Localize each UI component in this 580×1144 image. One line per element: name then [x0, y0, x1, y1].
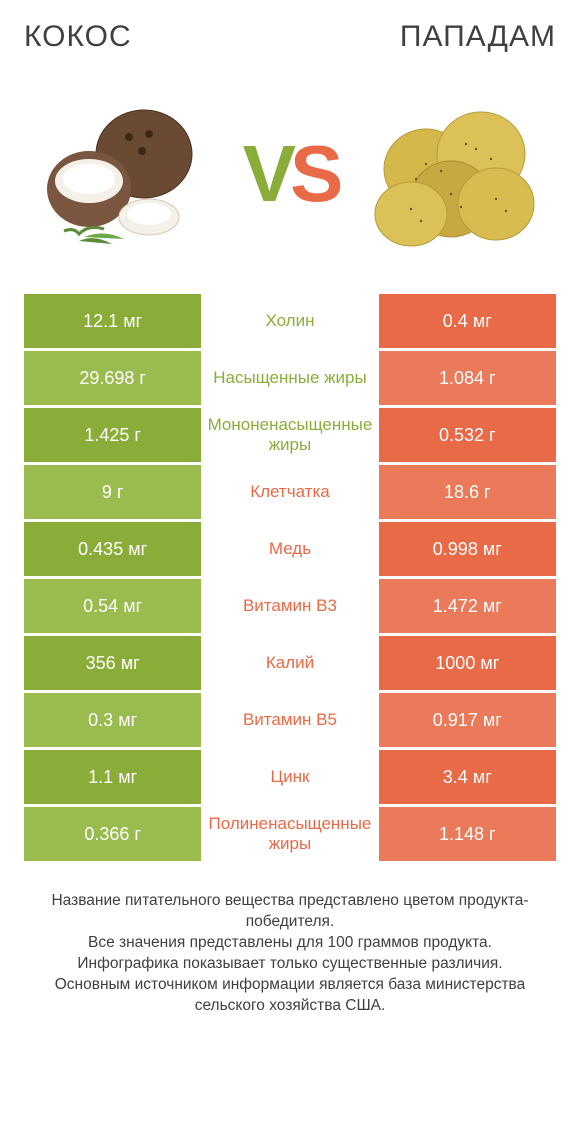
cell-left-value: 0.435 мг — [24, 522, 201, 576]
cell-nutrient-label: Клетчатка — [201, 465, 378, 519]
footer-text: Название питательного вещества представл… — [24, 891, 556, 1017]
cell-right-value: 0.917 мг — [379, 693, 556, 747]
cell-left-value: 29.698 г — [24, 351, 201, 405]
vs-label: VS — [243, 128, 338, 220]
cell-nutrient-label: Насыщенные жиры — [201, 351, 378, 405]
table-row: 9 гКлетчатка18.6 г — [24, 465, 556, 519]
footer-line: Название питательного вещества представл… — [34, 891, 546, 933]
cell-right-value: 1.148 г — [379, 807, 556, 861]
cell-nutrient-label: Витамин B5 — [201, 693, 378, 747]
table-row: 29.698 гНасыщенные жиры1.084 г — [24, 351, 556, 405]
titles-row: КОКОС ПАПАДАМ — [24, 20, 556, 54]
cell-left-value: 1.425 г — [24, 408, 201, 462]
food-image-left — [24, 94, 224, 254]
footer-line: Все значения представлены для 100 граммо… — [34, 933, 546, 954]
cell-nutrient-label: Мононенасыщенные жиры — [201, 408, 378, 462]
cell-right-value: 0.4 мг — [379, 294, 556, 348]
comparison-table: 12.1 мгХолин0.4 мг29.698 гНасыщенные жир… — [24, 294, 556, 861]
table-row: 12.1 мгХолин0.4 мг — [24, 294, 556, 348]
cell-nutrient-label: Калий — [201, 636, 378, 690]
cell-nutrient-label: Медь — [201, 522, 378, 576]
cell-right-value: 0.998 мг — [379, 522, 556, 576]
cell-left-value: 12.1 мг — [24, 294, 201, 348]
coconut-icon — [34, 99, 214, 249]
cell-left-value: 0.54 мг — [24, 579, 201, 633]
cell-nutrient-label: Холин — [201, 294, 378, 348]
cell-right-value: 1.084 г — [379, 351, 556, 405]
footer-line: Основным источником информации является … — [34, 975, 546, 1017]
table-row: 0.54 мгВитамин B31.472 мг — [24, 579, 556, 633]
cell-right-value: 3.4 мг — [379, 750, 556, 804]
cell-nutrient-label: Полиненасыщенные жиры — [201, 807, 378, 861]
vs-v-letter: V — [243, 129, 290, 218]
title-right: ПАПАДАМ — [400, 20, 556, 54]
cell-left-value: 0.366 г — [24, 807, 201, 861]
table-row: 1.1 мгЦинк3.4 мг — [24, 750, 556, 804]
table-row: 356 мгКалий1000 мг — [24, 636, 556, 690]
title-left: КОКОС — [24, 20, 132, 54]
food-image-right — [356, 94, 556, 254]
table-row: 1.425 гМононенасыщенные жиры0.532 г — [24, 408, 556, 462]
cell-left-value: 9 г — [24, 465, 201, 519]
infographic-container: КОКОС ПАПАДАМ VS — [0, 0, 580, 1017]
cell-left-value: 1.1 мг — [24, 750, 201, 804]
cell-nutrient-label: Витамин B3 — [201, 579, 378, 633]
cell-right-value: 1000 мг — [379, 636, 556, 690]
hero-row: VS — [24, 84, 556, 264]
cell-right-value: 1.472 мг — [379, 579, 556, 633]
cell-right-value: 18.6 г — [379, 465, 556, 519]
table-row: 0.366 гПолиненасыщенные жиры1.148 г — [24, 807, 556, 861]
cell-left-value: 356 мг — [24, 636, 201, 690]
vs-s-letter: S — [290, 129, 337, 218]
cell-left-value: 0.3 мг — [24, 693, 201, 747]
table-row: 0.3 мгВитамин B50.917 мг — [24, 693, 556, 747]
cell-nutrient-label: Цинк — [201, 750, 378, 804]
footer-line: Инфографика показывает только существенн… — [34, 954, 546, 975]
table-row: 0.435 мгМедь0.998 мг — [24, 522, 556, 576]
papadam-icon — [366, 99, 546, 249]
cell-right-value: 0.532 г — [379, 408, 556, 462]
